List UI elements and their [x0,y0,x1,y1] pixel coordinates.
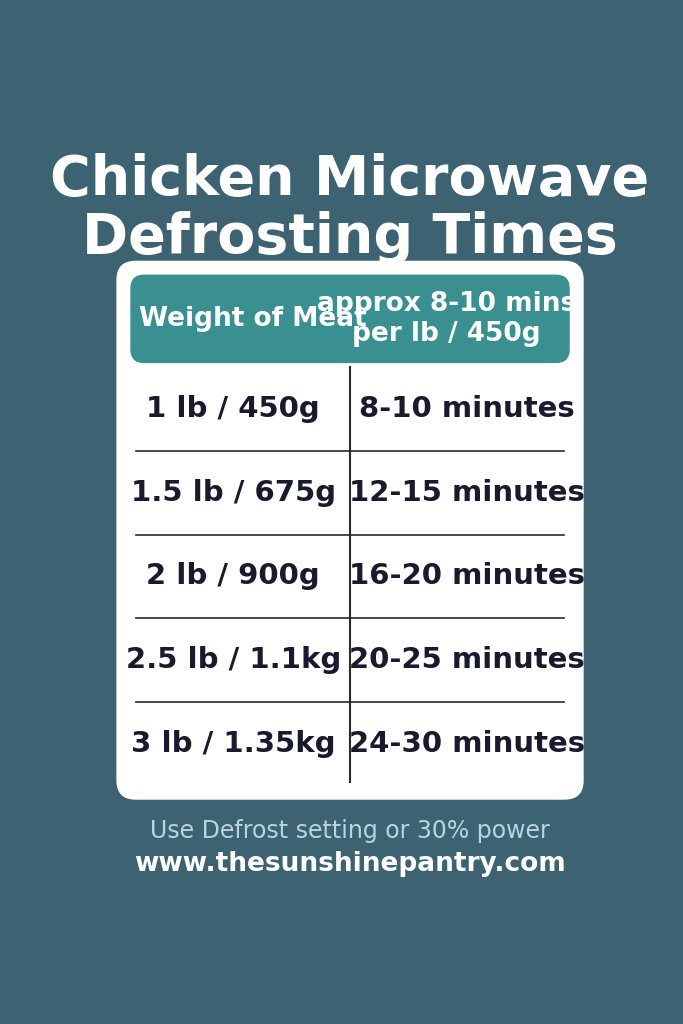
Text: Chicken Microwave: Chicken Microwave [51,153,650,207]
Text: 8-10 minutes: 8-10 minutes [359,395,574,423]
Text: 12-15 minutes: 12-15 minutes [349,478,585,507]
Text: Weight of Meat: Weight of Meat [139,306,367,332]
Text: approx 8-10 mins
per lb / 450g: approx 8-10 mins per lb / 450g [317,291,576,347]
Text: www.thesunshinepantry.com: www.thesunshinepantry.com [134,851,566,877]
Text: 3 lb / 1.35kg: 3 lb / 1.35kg [131,730,335,758]
Text: 24-30 minutes: 24-30 minutes [349,730,585,758]
Text: 1 lb / 450g: 1 lb / 450g [146,395,320,423]
FancyBboxPatch shape [130,274,570,364]
FancyBboxPatch shape [116,261,584,800]
Text: 16-20 minutes: 16-20 minutes [349,562,585,591]
Text: Defrosting Times: Defrosting Times [82,211,618,264]
Text: 2 lb / 900g: 2 lb / 900g [146,562,320,591]
Text: 20-25 minutes: 20-25 minutes [349,646,585,674]
Text: 1.5 lb / 675g: 1.5 lb / 675g [130,478,336,507]
Text: 2.5 lb / 1.1kg: 2.5 lb / 1.1kg [126,646,341,674]
Text: Use Defrost setting or 30% power: Use Defrost setting or 30% power [150,818,550,843]
